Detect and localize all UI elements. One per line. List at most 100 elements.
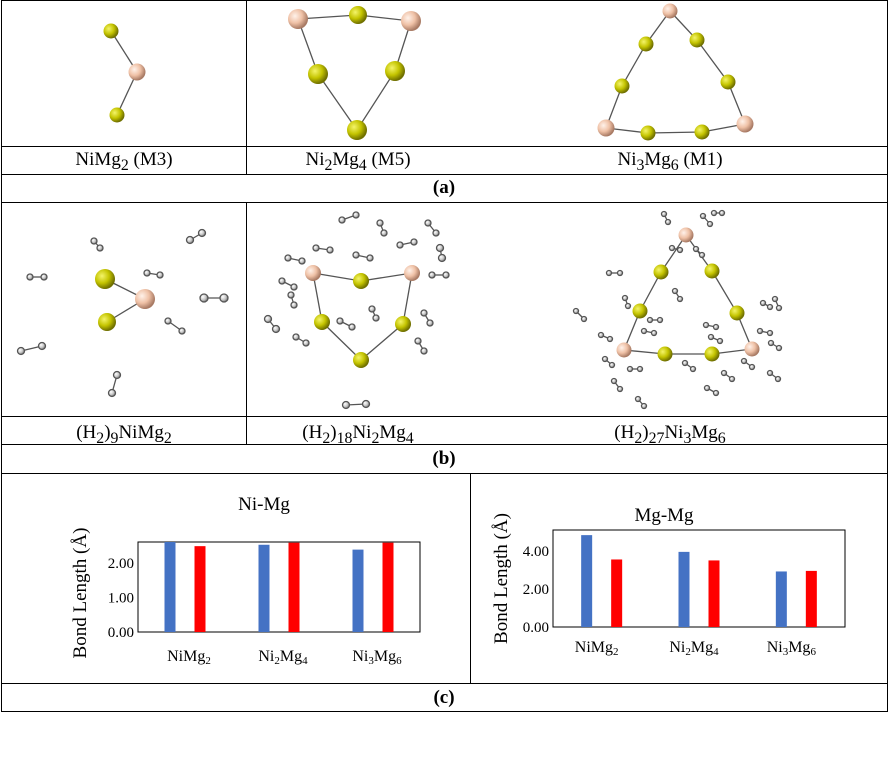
ni-atom	[597, 119, 615, 137]
mg-atom	[353, 273, 369, 289]
x-category-label: NiMg2	[167, 648, 211, 667]
mg-atom	[653, 264, 669, 280]
ni-atom	[128, 63, 146, 81]
mg-atom	[640, 125, 656, 141]
ni-atom	[678, 227, 694, 243]
column-divider	[470, 473, 471, 683]
row-divider	[1, 473, 887, 474]
mg-atom	[729, 305, 745, 321]
h2-18-ni2mg4-molecule	[263, 211, 450, 410]
panel-a-molecules	[103, 3, 754, 141]
bar-series-1	[581, 535, 593, 627]
ni-atom	[305, 265, 321, 281]
caption-nimg2: NiMg2 (M3)	[75, 149, 173, 174]
row-divider	[1, 444, 887, 445]
mg-atom	[395, 316, 411, 332]
mg-atom	[308, 64, 328, 84]
mg-atom	[638, 36, 654, 52]
column-divider	[246, 202, 247, 444]
ni-atom	[135, 289, 155, 309]
caption-ni3mg6: Ni3Mg6 (M1)	[617, 149, 723, 174]
chart-title: Ni-Mg	[238, 494, 290, 515]
mg-atom	[657, 346, 673, 362]
bar-series-2	[708, 560, 720, 627]
caption-h2-27-ni3mg6: (H2)27Ni3Mg6	[614, 422, 726, 447]
panel-b-label: (b)	[432, 448, 456, 469]
ni-atom	[404, 265, 420, 281]
mg-atom	[347, 120, 367, 140]
mg-atom	[720, 74, 736, 90]
caption-h2-9-nimg2: (H2)9NiMg2	[76, 422, 172, 447]
bar-series-2	[288, 542, 300, 632]
table-left-border	[1, 0, 2, 712]
mg-atom	[614, 78, 630, 94]
bar-series-2	[805, 570, 817, 627]
panel-b-molecules	[16, 209, 783, 410]
chart-mg-mg: Mg-Mg Bond Length (Å) 0.00 2.00 4.00 NiMg2 Ni2…	[491, 505, 846, 658]
row-divider	[1, 146, 887, 147]
mg-atom	[632, 303, 648, 319]
ni2mg4-molecule	[288, 6, 421, 140]
row-divider	[1, 174, 887, 175]
y-tick-label: 0.00	[523, 620, 549, 636]
x-category-label: Ni3Mg6	[767, 639, 817, 658]
ni-atom	[288, 9, 308, 29]
ni-atom	[616, 342, 632, 358]
x-category-label: Ni2Mg4	[258, 648, 308, 667]
h2-9-nimg2-molecule	[16, 228, 229, 398]
nimg2-molecule	[103, 23, 146, 123]
mg-atom	[349, 6, 367, 24]
y-axis-label: Bond Length (Å)	[491, 513, 512, 644]
mg-atom	[103, 23, 119, 39]
h2-molecules	[572, 209, 783, 410]
ni-atom	[736, 115, 754, 133]
mg-atom	[689, 32, 705, 48]
ni-atom	[401, 11, 421, 31]
bar-series-1	[352, 549, 364, 632]
y-tick-label: 2.00	[523, 582, 549, 598]
plot-frame	[137, 541, 421, 633]
y-tick-label: 2.00	[108, 556, 134, 572]
y-tick-label: 1.00	[108, 590, 134, 606]
bar-series-1	[775, 571, 787, 627]
mg-atom	[314, 314, 330, 330]
column-divider	[246, 0, 247, 174]
caption-ni2mg4: Ni2Mg4 (M5)	[305, 149, 411, 174]
ni3mg6-molecule	[597, 3, 754, 141]
table-top-border	[1, 0, 887, 1]
panel-a-label: (a)	[432, 177, 456, 198]
h2-molecules	[16, 228, 229, 398]
mg-atom	[109, 107, 125, 123]
mg-atom	[98, 313, 116, 331]
h2-molecules	[263, 211, 450, 410]
bar-series-2	[194, 546, 206, 632]
mg-atom	[385, 61, 405, 81]
y-tick-label: 0.00	[108, 625, 134, 641]
row-divider	[1, 683, 887, 684]
y-tick-label: 4.00	[523, 544, 549, 560]
chart-ni-mg: Ni-Mg Bond Length (Å) 0.00 1.00 2.00 NiMg2 Ni2…	[70, 494, 421, 667]
ni-atom	[744, 341, 760, 357]
x-category-label: NiMg2	[575, 639, 619, 658]
x-category-label: Ni3Mg6	[352, 648, 402, 667]
caption-h2-18-ni2mg4: (H2)18Ni2Mg4	[302, 422, 414, 447]
bar-series-1	[258, 544, 270, 632]
plot-frame	[552, 529, 846, 628]
bar-series-2	[382, 542, 394, 632]
bar-series-1	[678, 551, 690, 627]
x-category-label: Ni2Mg4	[669, 639, 719, 658]
bar-series-1	[164, 542, 176, 632]
panel-c-label: (c)	[433, 687, 455, 708]
ni-atom	[662, 3, 678, 19]
mg-atom	[704, 346, 720, 362]
mg-atom	[353, 352, 369, 368]
y-axis-label: Bond Length (Å)	[70, 528, 91, 659]
table-bottom-border	[1, 711, 887, 712]
chart-title: Mg-Mg	[634, 505, 694, 526]
row-divider	[1, 416, 887, 417]
bar-series-2	[611, 559, 623, 627]
h2-27-ni3mg6-molecule	[572, 209, 783, 410]
mg-atom	[694, 124, 710, 140]
row-divider	[1, 202, 887, 203]
mg-atom	[704, 263, 720, 279]
